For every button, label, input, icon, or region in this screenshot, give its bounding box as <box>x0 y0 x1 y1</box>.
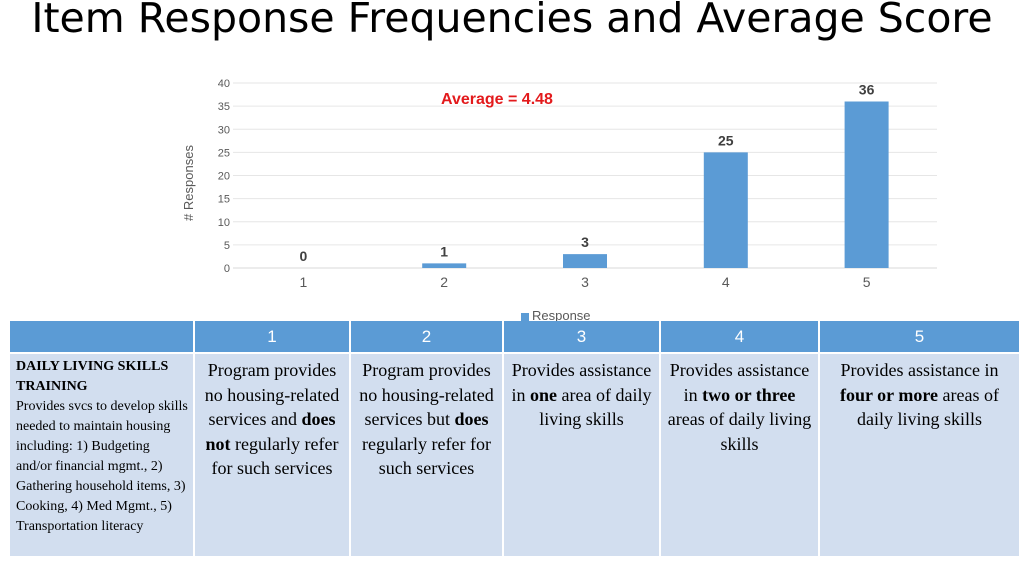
emphasis-text: does not <box>205 409 336 454</box>
data-label: 3 <box>581 234 589 250</box>
table-header-cell: 2 <box>350 321 504 353</box>
bar <box>844 101 889 268</box>
average-annotation: Average = 4.48 <box>441 91 553 108</box>
emphasis-text: two or three <box>702 384 796 405</box>
x-tick-label: 5 <box>863 274 871 290</box>
y-tick-label: 35 <box>218 101 230 113</box>
data-label: 1 <box>440 243 448 259</box>
cell-text: Provides assistance in <box>511 360 652 405</box>
table-header-cell: 1 <box>194 321 351 353</box>
rating-2-description: Program provides no housing-related serv… <box>350 352 504 556</box>
table-header-cell: 5 <box>819 321 1019 353</box>
chart-legend: Response <box>521 308 591 323</box>
legend-swatch <box>521 312 529 321</box>
slide-title: Item Response Frequencies and Average Sc… <box>31 0 993 42</box>
emphasis-text: does <box>454 409 489 429</box>
table-header-cell: 4 <box>660 321 820 353</box>
table-row: DAILY LIVING SKILLS TRAINING Provides sv… <box>10 352 1019 556</box>
x-axis-ticks: 1 2 3 4 5 <box>300 274 871 290</box>
x-tick-label: 1 <box>300 274 308 290</box>
chart-gridlines <box>233 82 937 269</box>
x-tick-label: 3 <box>581 274 589 290</box>
cell-text: Provides assistance in <box>840 360 999 380</box>
emphasis-text: one <box>530 384 558 405</box>
data-label: 25 <box>718 132 734 148</box>
cell-text: Program provides no housing-related serv… <box>359 360 494 429</box>
cell-text: areas of daily living skills <box>667 409 812 454</box>
x-tick-label: 4 <box>722 274 730 290</box>
bar <box>422 263 467 268</box>
data-label: 0 <box>300 248 308 264</box>
y-tick-label: 25 <box>218 147 230 159</box>
y-tick-label: 20 <box>218 171 230 183</box>
rating-5-description: Provides assistance in four or more area… <box>819 352 1019 556</box>
y-axis-ticks: 0 5 10 15 20 25 30 35 40 <box>218 78 230 275</box>
legend-label: Response <box>532 308 591 323</box>
y-tick-label: 40 <box>218 78 230 90</box>
cell-text: Program provides no housing-related serv… <box>204 360 340 429</box>
data-label: 36 <box>859 82 875 98</box>
y-tick-label: 5 <box>224 240 230 252</box>
cell-text: areas of daily living skills <box>856 384 999 430</box>
y-tick-label: 0 <box>224 263 230 275</box>
x-tick-label: 2 <box>440 274 448 290</box>
table-header-cell <box>10 321 195 353</box>
scoring-rubric-table: 1 2 3 4 5 DAILY LIVING SKILLS TRAINING P… <box>10 321 1019 556</box>
bar-chart: 0 5 10 15 20 25 30 35 40 0 1 3 25 36 1 2 3 4 5 # Respons… <box>181 78 937 290</box>
emphasis-text: four or more <box>840 384 938 405</box>
chart-bars <box>422 101 889 268</box>
rating-3-description: Provides assistance in one area of daily… <box>503 352 661 556</box>
bar <box>703 152 748 268</box>
y-tick-label: 30 <box>218 124 230 136</box>
cell-text: regularly refer for such services <box>211 433 339 479</box>
cell-text: Provides assistance in <box>669 360 810 405</box>
y-axis-label: # Responses <box>181 145 196 221</box>
criterion-cell: DAILY LIVING SKILLS TRAINING Provides sv… <box>10 352 195 556</box>
criterion-description: Provides svcs to develop skills needed t… <box>16 399 188 534</box>
bar <box>563 254 607 268</box>
chart-data-labels: 0 1 3 25 36 <box>300 82 875 265</box>
table-header-row: 1 2 3 4 5 <box>10 321 1019 353</box>
rating-1-description: Program provides no housing-related serv… <box>194 352 351 556</box>
y-tick-label: 10 <box>218 217 230 229</box>
criterion-title: DAILY LIVING SKILLS TRAINING <box>16 359 169 394</box>
cell-text: area of daily living skills <box>539 384 652 430</box>
y-tick-label: 15 <box>218 194 230 206</box>
cell-text: regularly refer for such services <box>362 433 491 479</box>
rating-4-description: Provides assistance in two or three area… <box>660 352 820 556</box>
table-header-cell: 3 <box>503 321 661 353</box>
